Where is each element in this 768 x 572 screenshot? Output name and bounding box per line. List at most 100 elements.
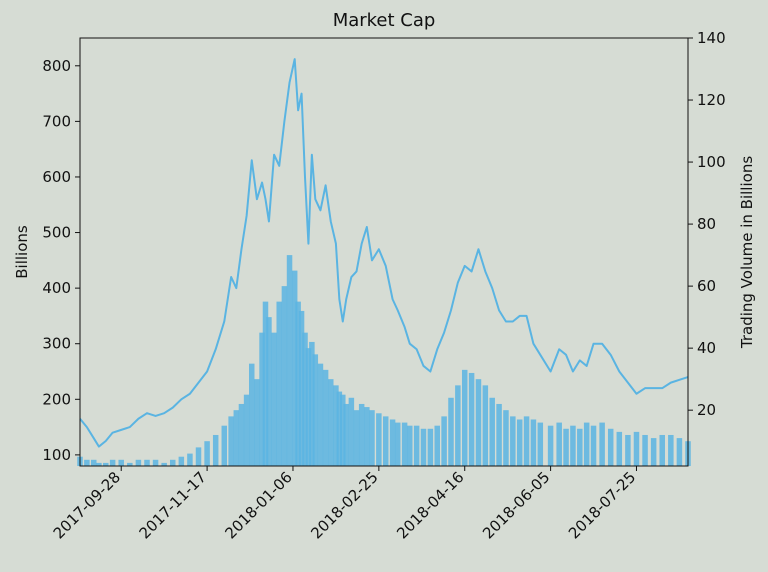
volume-bar — [668, 434, 674, 466]
chart-title: Market Cap — [333, 10, 436, 31]
volume-bar — [583, 422, 590, 466]
volume-bar — [389, 419, 396, 466]
volume-bar — [195, 447, 202, 466]
volume-bar — [642, 434, 648, 466]
volume-bar — [547, 425, 554, 466]
volume-bar — [461, 369, 468, 466]
volume-bar — [333, 385, 339, 466]
y-left-tick-label: 100 — [42, 446, 71, 464]
volume-bar — [482, 385, 489, 466]
volume-bar — [369, 410, 375, 466]
volume-bars — [77, 255, 691, 466]
y-axis-right: 20 40 60 80 100 120 140 — [688, 29, 726, 419]
y-left-tick-label: 500 — [42, 224, 71, 242]
volume-bar — [170, 459, 176, 466]
plot-frame — [79, 37, 689, 467]
volume-bar — [358, 403, 365, 466]
volume-bar — [382, 416, 389, 466]
volume-bar — [286, 255, 293, 466]
volume-bar — [302, 332, 308, 466]
y-right-tick-label: 40 — [697, 339, 716, 357]
volume-bar — [455, 385, 461, 466]
volume-bar — [364, 407, 370, 466]
volume-bar — [228, 416, 234, 466]
volume-bar — [394, 422, 401, 466]
volume-bar — [599, 422, 605, 466]
y-axis-left-label: Billions — [13, 225, 31, 279]
y-right-tick-label: 120 — [697, 91, 726, 109]
volume-bar — [281, 286, 288, 466]
volume-bar — [570, 425, 576, 466]
volume-bar — [328, 379, 334, 466]
y-axis-left: 100 200 300 400 500 600 700 800 — [42, 57, 80, 464]
volume-bar — [577, 428, 583, 466]
volume-bar — [295, 301, 301, 466]
volume-bar — [322, 369, 329, 466]
volume-bar — [441, 416, 447, 466]
y-axis-right-label: Trading Volume in Billions — [738, 156, 756, 349]
volume-bar — [243, 394, 250, 466]
y-left-tick-label: 300 — [42, 335, 71, 353]
volume-bar — [530, 419, 537, 466]
volume-bar — [659, 434, 665, 466]
y-right-tick-label: 100 — [697, 153, 726, 171]
volume-bar — [340, 394, 346, 466]
y-right-tick-label: 60 — [697, 277, 716, 295]
volume-bar — [407, 425, 413, 466]
y-right-tick-label: 20 — [697, 401, 716, 419]
volume-bar — [353, 410, 360, 466]
volume-bar — [187, 453, 193, 466]
y-left-tick-label: 600 — [42, 168, 71, 186]
volume-bar — [523, 416, 530, 466]
volume-bar — [109, 459, 116, 466]
volume-bar — [317, 363, 324, 466]
volume-bar — [420, 428, 427, 466]
volume-bar — [135, 459, 142, 466]
volume-bar — [254, 379, 260, 466]
y-right-tick-label: 140 — [697, 29, 726, 47]
volume-bar — [259, 332, 265, 466]
volume-bar — [503, 410, 509, 466]
volume-bar — [90, 459, 97, 466]
volume-bar — [249, 363, 255, 466]
volume-bar — [413, 425, 420, 466]
volume-bar — [291, 270, 298, 466]
volume-bar — [475, 379, 482, 466]
volume-bar — [496, 403, 502, 466]
volume-bar — [537, 422, 544, 466]
volume-bar — [161, 462, 167, 466]
y-left-tick-label: 200 — [42, 390, 71, 408]
volume-bar — [212, 434, 219, 466]
volume-bar — [633, 431, 640, 466]
volume-bar — [96, 462, 102, 466]
volume-bar — [448, 397, 454, 466]
y-left-tick-label: 800 — [42, 57, 71, 75]
volume-bar — [590, 425, 597, 466]
volume-bar — [401, 422, 408, 466]
volume-bar — [276, 301, 282, 466]
volume-bar — [309, 341, 315, 466]
volume-bar — [204, 441, 210, 466]
market-cap-line — [79, 58, 689, 448]
volume-bar — [343, 403, 349, 466]
volume-bar — [118, 459, 124, 466]
volume-bar — [305, 348, 312, 466]
volume-bar — [262, 301, 269, 466]
volume-bar — [676, 438, 683, 466]
volume-bar — [563, 428, 569, 466]
volume-bar — [127, 462, 133, 466]
y-left-tick-label: 700 — [42, 112, 71, 130]
volume-bar — [238, 403, 245, 466]
volume-bar — [376, 413, 382, 466]
volume-bar — [489, 397, 495, 466]
volume-bar — [516, 419, 523, 466]
volume-bar — [616, 431, 623, 466]
volume-bar — [625, 434, 631, 466]
market-cap-series — [79, 58, 689, 448]
volume-bar — [266, 317, 272, 466]
volume-bar — [298, 310, 305, 466]
volume-bar — [510, 416, 516, 466]
volume-bar — [650, 438, 657, 466]
